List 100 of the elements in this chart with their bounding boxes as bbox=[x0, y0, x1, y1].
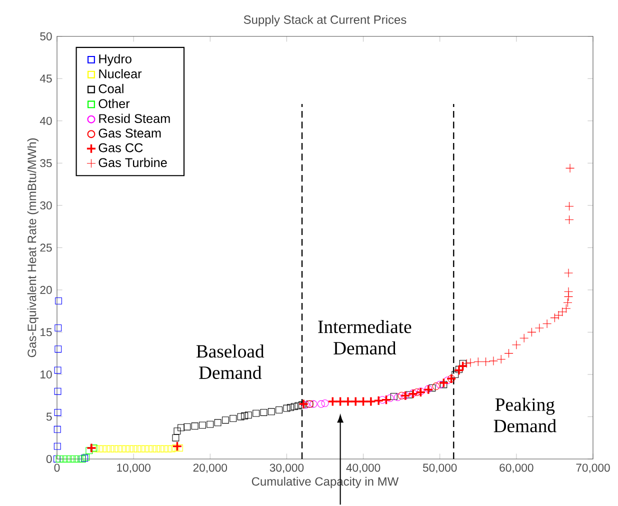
point bbox=[294, 402, 302, 410]
point bbox=[244, 412, 252, 418]
point bbox=[298, 401, 306, 408]
point bbox=[142, 445, 149, 452]
point bbox=[54, 346, 62, 353]
point bbox=[191, 422, 198, 430]
x-tick-label: 10,000 bbox=[117, 464, 150, 474]
point bbox=[237, 413, 244, 420]
point bbox=[214, 419, 222, 426]
point bbox=[199, 422, 206, 429]
point bbox=[54, 409, 62, 416]
point bbox=[114, 445, 122, 452]
x-tick-label: 70,000 bbox=[576, 464, 610, 474]
y-tick-label: 50 bbox=[40, 32, 52, 40]
point bbox=[60, 456, 67, 462]
x-tick-label: 30,000 bbox=[270, 464, 304, 474]
annotation: Intermediate Demand bbox=[318, 320, 412, 355]
point bbox=[342, 396, 354, 407]
point bbox=[134, 445, 141, 452]
point bbox=[222, 416, 229, 424]
point bbox=[458, 360, 468, 372]
point bbox=[398, 392, 406, 400]
point bbox=[168, 445, 176, 452]
point bbox=[432, 382, 440, 390]
point bbox=[366, 396, 376, 407]
point bbox=[122, 445, 130, 452]
legend-label: Other bbox=[98, 98, 130, 108]
point bbox=[54, 388, 62, 395]
point bbox=[438, 378, 449, 388]
y-tick-label: 30 bbox=[40, 201, 52, 210]
point bbox=[358, 396, 368, 407]
legend-label: Hydro bbox=[99, 54, 132, 66]
point bbox=[381, 394, 392, 405]
point bbox=[138, 445, 145, 452]
y-tick-label: 35 bbox=[40, 159, 52, 168]
point bbox=[328, 396, 338, 407]
point bbox=[283, 404, 290, 412]
point bbox=[110, 445, 118, 452]
point bbox=[164, 445, 172, 452]
point bbox=[54, 442, 61, 450]
legend-label: Coal bbox=[98, 84, 124, 94]
annotation: Baseload Demand bbox=[196, 344, 264, 380]
annotation: Peaking Demand bbox=[494, 398, 556, 432]
point bbox=[452, 370, 459, 378]
point bbox=[54, 426, 61, 433]
point bbox=[130, 445, 138, 452]
point bbox=[184, 423, 191, 430]
point bbox=[54, 324, 62, 332]
x-tick-label: 0 bbox=[54, 464, 60, 472]
point bbox=[107, 445, 114, 452]
point bbox=[71, 456, 78, 462]
point bbox=[317, 400, 325, 408]
point bbox=[350, 396, 361, 407]
point bbox=[67, 456, 74, 462]
point bbox=[413, 388, 421, 396]
point bbox=[54, 366, 62, 374]
y-tick-label: 40 bbox=[40, 116, 52, 125]
point bbox=[145, 445, 152, 452]
point bbox=[230, 414, 237, 422]
point bbox=[310, 400, 318, 408]
point bbox=[206, 420, 214, 428]
point bbox=[454, 365, 464, 376]
point bbox=[409, 389, 417, 397]
point bbox=[290, 403, 298, 410]
point bbox=[56, 456, 63, 462]
legend-label: Nuclear bbox=[99, 69, 142, 78]
y-axis-title: Gas-Equivalent Heat Rate (mmBtu/MWh) bbox=[27, 138, 39, 358]
y-tick-label: 0 bbox=[46, 454, 52, 463]
x-tick-label: 60,000 bbox=[500, 464, 534, 474]
point bbox=[178, 424, 185, 432]
point bbox=[287, 404, 294, 411]
point bbox=[74, 456, 82, 462]
point bbox=[241, 412, 248, 420]
point bbox=[174, 428, 181, 435]
point bbox=[276, 406, 283, 414]
point bbox=[103, 445, 110, 452]
y-tick-label: 10 bbox=[40, 370, 52, 378]
point bbox=[394, 394, 402, 402]
legend-label: Gas Steam bbox=[98, 128, 161, 138]
point bbox=[176, 444, 183, 452]
point bbox=[172, 434, 180, 442]
point bbox=[96, 445, 103, 452]
x-tick-label: 20,000 bbox=[193, 464, 228, 474]
point bbox=[260, 409, 268, 416]
legend-label: Gas Turbine bbox=[98, 158, 167, 168]
point bbox=[156, 445, 164, 452]
point bbox=[86, 442, 97, 454]
point bbox=[55, 297, 62, 304]
y-tick-label: 15 bbox=[40, 328, 52, 336]
point bbox=[386, 394, 394, 402]
point bbox=[118, 445, 126, 452]
point bbox=[160, 445, 168, 452]
point bbox=[390, 392, 398, 400]
point bbox=[172, 444, 180, 452]
point bbox=[440, 381, 448, 388]
y-tick-label: 20 bbox=[40, 286, 52, 294]
point bbox=[172, 441, 182, 452]
point bbox=[373, 396, 384, 406]
point bbox=[298, 398, 309, 410]
point bbox=[252, 410, 260, 417]
